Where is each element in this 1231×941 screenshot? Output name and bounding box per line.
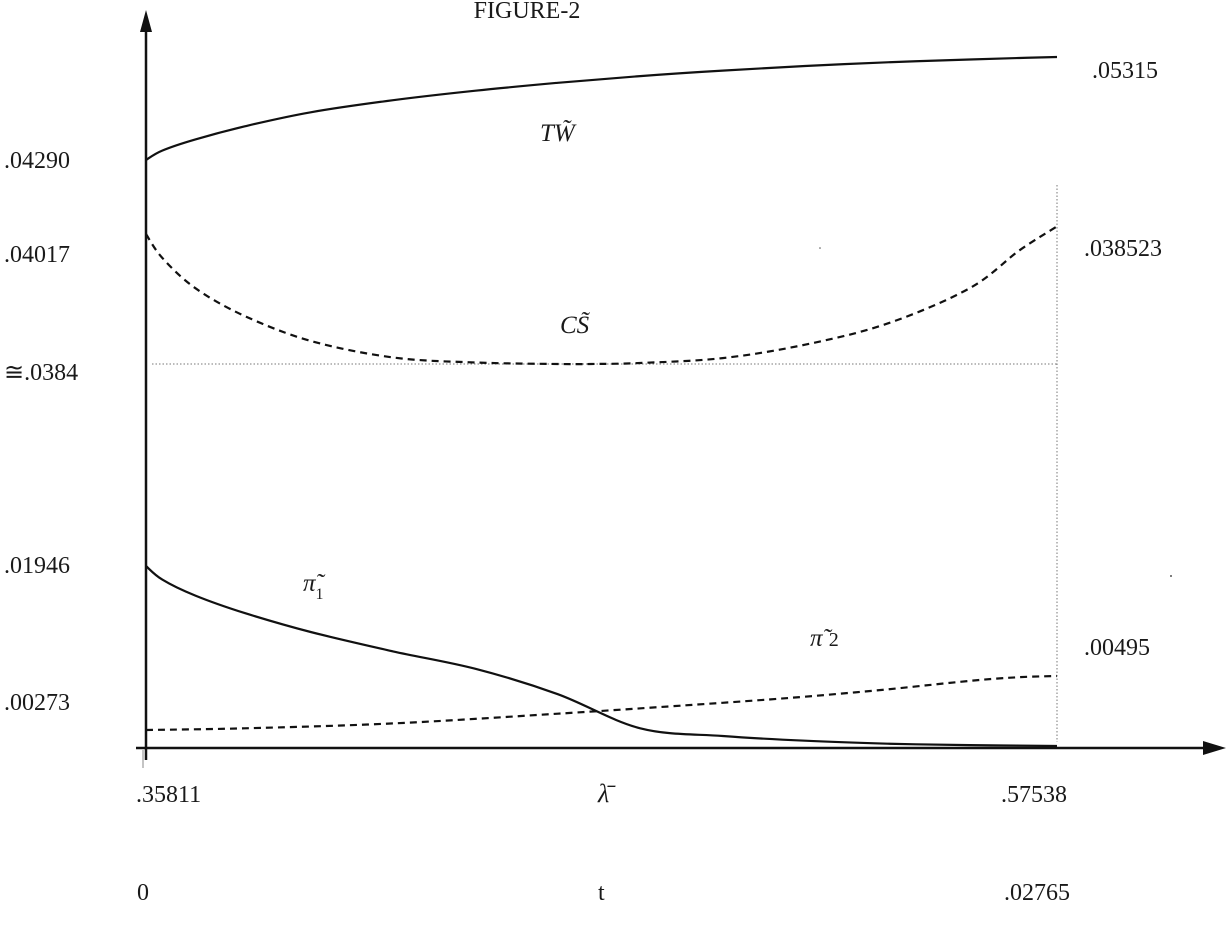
x-labels: .35811 λ̄ .57538 0 t .02765 bbox=[136, 779, 1070, 906]
reference-lines bbox=[152, 185, 1058, 742]
y-label-04290: .04290 bbox=[4, 148, 70, 174]
y-label-04017: .04017 bbox=[4, 242, 70, 268]
y-label-0384: ≅.0384 bbox=[4, 360, 78, 386]
curve-label-pi2: π̃ 2 bbox=[810, 625, 839, 652]
pi1-curve bbox=[145, 565, 1058, 748]
x-axis-label-lambda: λ̄ bbox=[597, 779, 616, 808]
x-axis-arrowhead bbox=[1203, 741, 1226, 755]
y-label-right-038523: .038523 bbox=[1084, 236, 1162, 262]
x-tick-t-end: .02765 bbox=[1004, 880, 1070, 906]
scan-speck bbox=[819, 247, 821, 249]
chart-title: FIGURE-2 bbox=[474, 0, 581, 24]
y-label-right-00495: .00495 bbox=[1084, 635, 1150, 661]
x-tick-lambda-end: .57538 bbox=[1001, 782, 1067, 808]
cs-curve bbox=[145, 225, 1058, 366]
curve-label-cs: CS̃ bbox=[560, 312, 590, 339]
y-label-01946: .01946 bbox=[4, 553, 70, 579]
curve-label-pi1: π̃1 bbox=[303, 570, 326, 603]
x-axis-label-t: t bbox=[598, 880, 605, 906]
curve-label-tw: TW̃ bbox=[540, 120, 577, 147]
pi2-curve bbox=[145, 674, 1058, 732]
y-label-00273: .00273 bbox=[4, 690, 70, 716]
scan-speck bbox=[1170, 575, 1172, 577]
x-tick-lambda-start: .35811 bbox=[136, 782, 201, 808]
y-labels-left: .04290 .04017 ≅.0384 .01946 .00273 bbox=[4, 148, 78, 716]
curves bbox=[145, 55, 1058, 748]
x-tick-t-start: 0 bbox=[137, 880, 149, 906]
y-label-right-05315: .05315 bbox=[1092, 58, 1158, 84]
tw-curve bbox=[145, 55, 1058, 161]
y-axis-arrowhead bbox=[140, 10, 152, 32]
y-labels-right: .05315 .038523 .00495 bbox=[1084, 58, 1162, 661]
